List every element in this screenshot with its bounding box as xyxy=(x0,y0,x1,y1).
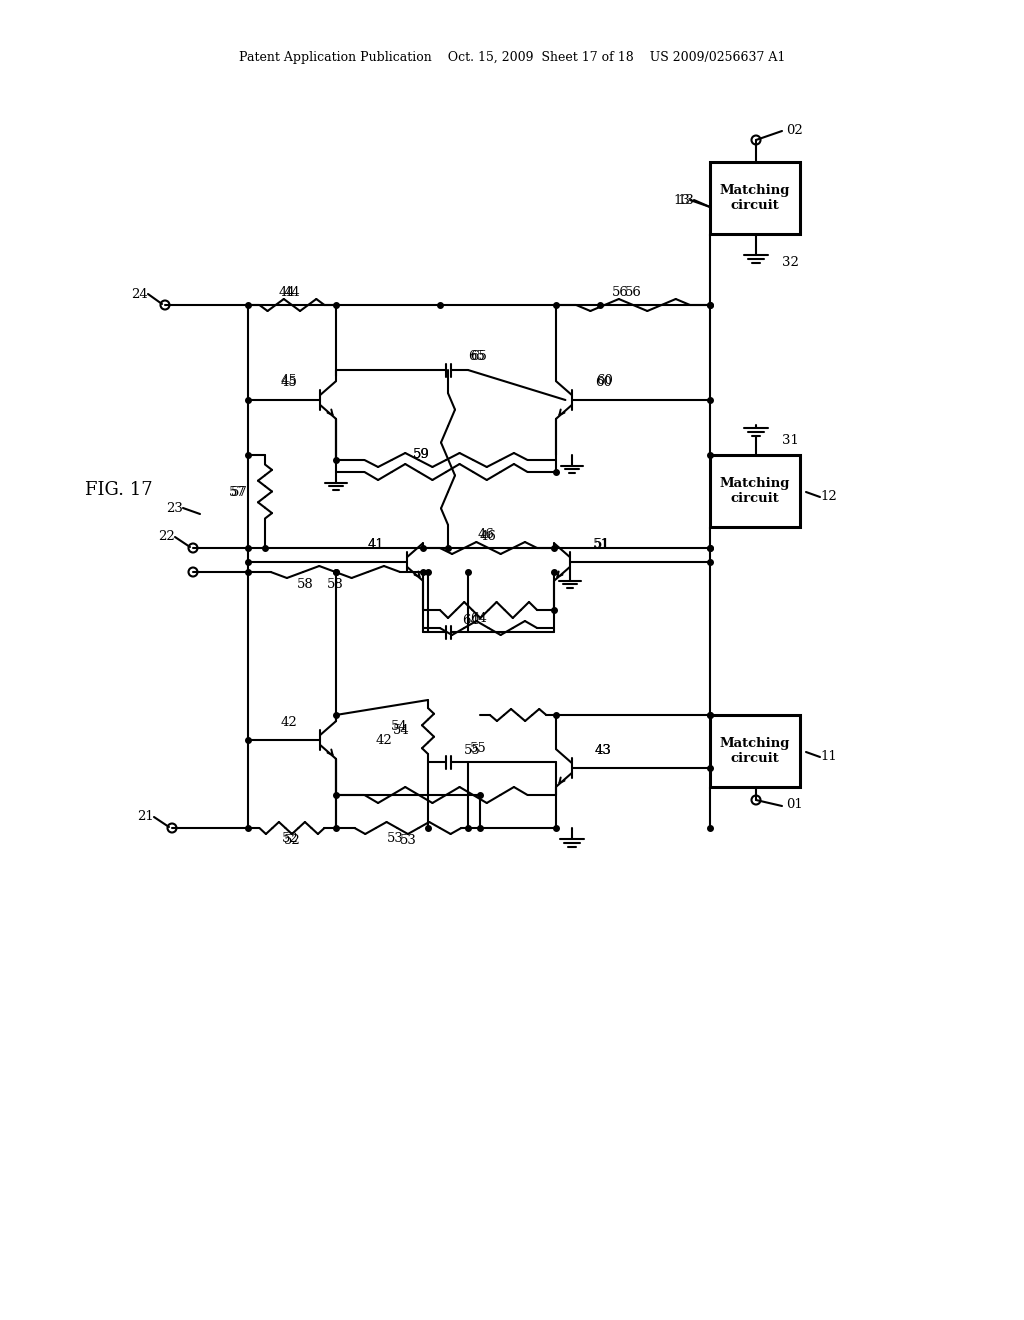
Text: 31: 31 xyxy=(782,434,799,447)
Text: 43: 43 xyxy=(595,744,612,758)
Text: 44: 44 xyxy=(279,285,295,298)
Text: 57: 57 xyxy=(229,486,246,499)
Text: 55: 55 xyxy=(470,742,486,755)
Text: 13: 13 xyxy=(677,194,694,206)
Text: Matching
circuit: Matching circuit xyxy=(720,737,791,766)
Text: 41: 41 xyxy=(368,537,384,550)
Text: 41: 41 xyxy=(368,539,384,552)
Text: 42: 42 xyxy=(375,734,392,747)
Text: 21: 21 xyxy=(137,810,154,824)
Text: 54: 54 xyxy=(393,723,410,737)
Text: 58: 58 xyxy=(327,578,344,590)
Text: Matching
circuit: Matching circuit xyxy=(720,477,791,506)
Bar xyxy=(710,715,800,787)
Text: 02: 02 xyxy=(786,124,803,136)
Bar xyxy=(710,162,800,234)
Text: 13: 13 xyxy=(673,194,690,206)
Text: 57: 57 xyxy=(231,486,248,499)
Text: 56: 56 xyxy=(611,285,629,298)
Text: Matching
circuit: Matching circuit xyxy=(720,183,791,213)
Text: 32: 32 xyxy=(782,256,799,268)
Text: 58: 58 xyxy=(297,578,313,590)
Text: 11: 11 xyxy=(820,751,837,763)
Text: 53: 53 xyxy=(387,833,403,846)
Text: 51: 51 xyxy=(593,539,609,552)
Text: 45: 45 xyxy=(281,375,297,388)
Text: 44: 44 xyxy=(284,285,300,298)
Text: Patent Application Publication    Oct. 15, 2009  Sheet 17 of 18    US 2009/02566: Patent Application Publication Oct. 15, … xyxy=(239,51,785,65)
Text: 56: 56 xyxy=(625,285,641,298)
Text: 45: 45 xyxy=(281,374,297,387)
Text: 54: 54 xyxy=(391,719,408,733)
Text: 53: 53 xyxy=(399,833,417,846)
Text: 65: 65 xyxy=(468,350,485,363)
Bar xyxy=(710,455,800,527)
Text: 22: 22 xyxy=(159,531,175,544)
Text: 59: 59 xyxy=(413,449,430,462)
Text: 64: 64 xyxy=(462,615,479,627)
Text: 64: 64 xyxy=(470,612,486,626)
Text: 52: 52 xyxy=(284,833,300,846)
Text: 43: 43 xyxy=(595,743,612,756)
Text: 24: 24 xyxy=(131,288,148,301)
Text: 65: 65 xyxy=(470,351,486,363)
Text: 46: 46 xyxy=(480,529,497,543)
Text: 23: 23 xyxy=(166,502,183,515)
Text: 12: 12 xyxy=(820,491,837,503)
Text: 55: 55 xyxy=(464,743,480,756)
Text: 42: 42 xyxy=(281,715,297,729)
Text: 01: 01 xyxy=(786,799,803,812)
Text: 60: 60 xyxy=(595,375,612,388)
Text: 46: 46 xyxy=(477,528,495,541)
Text: 52: 52 xyxy=(282,833,298,846)
Text: 59: 59 xyxy=(413,449,430,462)
Text: FIG. 17: FIG. 17 xyxy=(85,480,153,499)
Text: 60: 60 xyxy=(596,374,613,387)
Text: 51: 51 xyxy=(594,537,610,550)
